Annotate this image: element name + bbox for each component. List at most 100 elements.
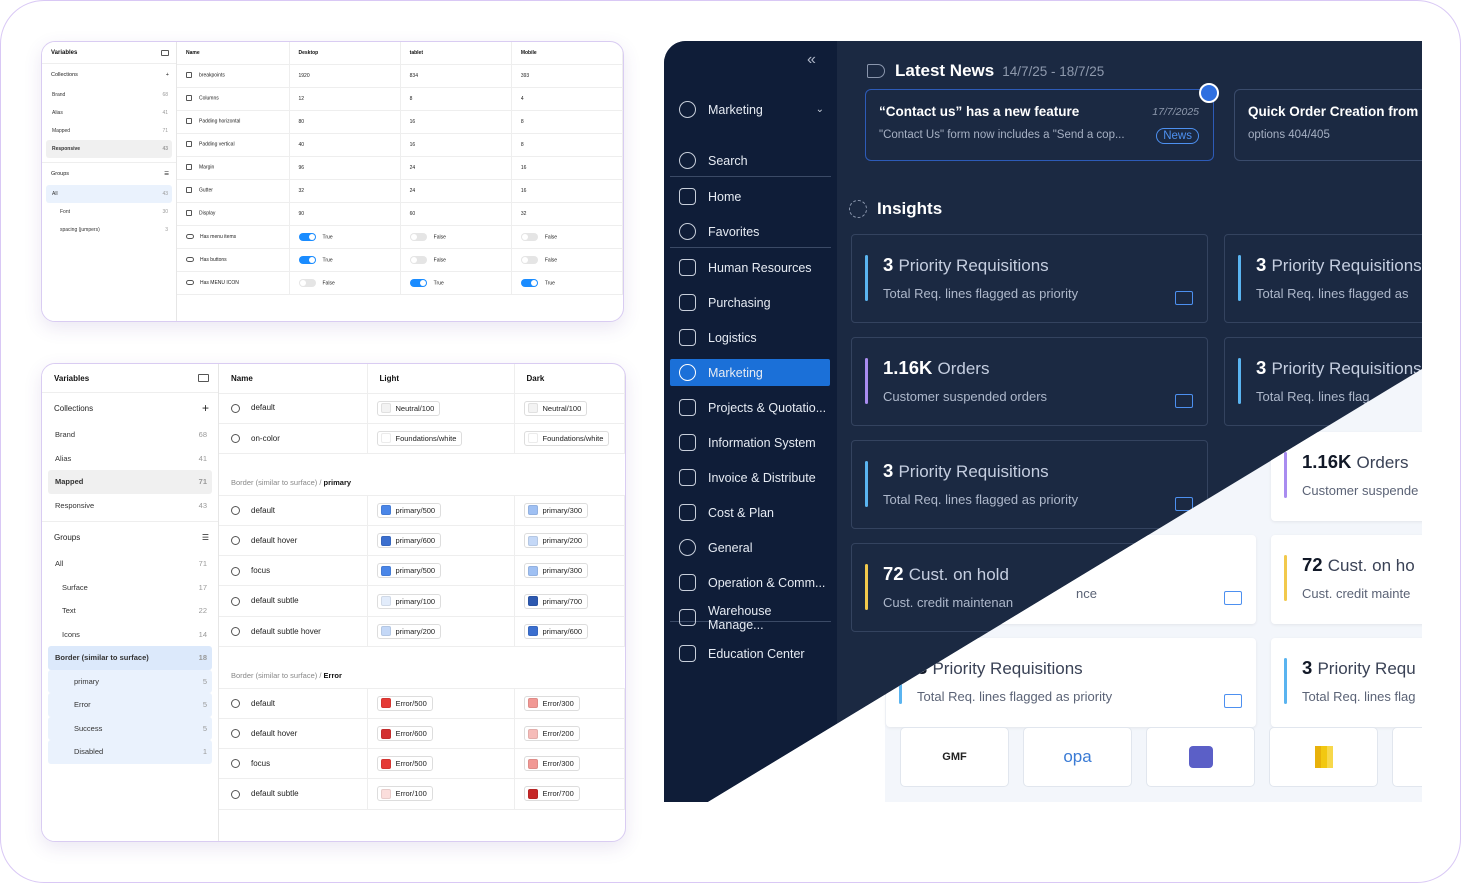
table-cell[interactable]: False	[511, 225, 623, 249]
table-row[interactable]: focus Error/500 Error/300	[219, 748, 625, 780]
table-cell[interactable]: 834	[400, 64, 512, 88]
table-cell[interactable]: Error/200	[514, 718, 625, 750]
table-row[interactable]: default subtle hover primary/200 primary/6…	[219, 616, 625, 647]
table-cell[interactable]: Foundations/white	[514, 423, 625, 454]
sidebar-item[interactable]: Brand 68	[48, 423, 212, 447]
table-row[interactable]: Gutter 32 24 16	[177, 179, 623, 203]
table-cell[interactable]: 8	[511, 110, 623, 134]
table-cell[interactable]: 60	[400, 202, 512, 226]
teams-logo[interactable]	[1146, 727, 1255, 787]
table-row[interactable]: Padding vertical 40 16 8	[177, 133, 623, 157]
nav-item-bag[interactable]: Purchasing	[670, 289, 830, 316]
sidebar-item[interactable]: All 43	[46, 185, 172, 203]
news-card[interactable]: Quick Order Creation from P options 404/…	[1234, 89, 1422, 161]
insight-card[interactable]: 3 Priority Requisitions Total Req. lines …	[851, 440, 1208, 529]
table-row[interactable]: default subtle primary/100 primary/700	[219, 585, 625, 617]
table-row[interactable]: Columns 12 8 4	[177, 87, 623, 111]
table-cell[interactable]: primary/700	[514, 585, 625, 617]
sidebar-item[interactable]: Responsive 43	[46, 140, 172, 158]
color-chip[interactable]: Error/700	[523, 786, 580, 802]
table-cell[interactable]: primary/500	[367, 555, 515, 587]
nav-item-arrow[interactable]: Operation & Comm...	[670, 569, 830, 596]
color-chip[interactable]: primary/700	[523, 593, 589, 609]
app-logo[interactable]	[1392, 727, 1422, 787]
nav-item-search[interactable]: Search	[670, 147, 830, 174]
sidebar-item[interactable]: spacing (jumpers) 3	[46, 221, 172, 239]
table-cell[interactable]: 16	[400, 133, 512, 157]
table-row[interactable]: Padding horizontal 80 16 8	[177, 110, 623, 134]
table-cell[interactable]: primary/300	[514, 495, 625, 527]
table-cell[interactable]: 8	[511, 133, 623, 157]
table-cell[interactable]: Neutral/100	[367, 393, 515, 424]
nav-item-box[interactable]: Invoice & Distribute	[670, 464, 830, 491]
groups-list-icon[interactable]: ☰	[164, 171, 169, 177]
table-cell[interactable]: primary/500	[367, 495, 515, 527]
color-chip[interactable]: primary/100	[376, 593, 442, 609]
table-cell[interactable]: True	[511, 271, 623, 295]
table-row[interactable]: Margin 96 24 16	[177, 156, 623, 180]
nav-item-calc[interactable]: Cost & Plan	[670, 499, 830, 526]
table-cell[interactable]: True	[289, 225, 401, 249]
nav-item-heart[interactable]: Favorites	[670, 218, 830, 245]
table-cell[interactable]: 16	[511, 179, 623, 203]
table-row[interactable]: default Neutral/100 Neutral/100	[219, 393, 625, 424]
nav-item-edu[interactable]: Education Center	[670, 640, 830, 667]
table-cell[interactable]: 24	[400, 179, 512, 203]
sidebar-item[interactable]: Surface 17	[48, 576, 212, 600]
table-cell[interactable]: True	[400, 271, 512, 295]
opa-logo[interactable]: opa	[1023, 727, 1132, 787]
color-chip[interactable]: Error/100	[376, 786, 433, 802]
table-cell[interactable]: Error/300	[514, 748, 625, 780]
table-cell[interactable]: primary/300	[514, 555, 625, 587]
table-cell[interactable]: 32	[511, 202, 623, 226]
sidebar-item[interactable]: Text 22	[48, 599, 212, 623]
nav-item-globe[interactable]: General	[670, 534, 830, 561]
nav-dropdown-marketing[interactable]: Marketing ⌄	[670, 96, 830, 123]
color-chip[interactable]: primary/300	[523, 563, 589, 579]
sidebar-item[interactable]: Responsive 43	[48, 494, 212, 518]
color-chip[interactable]: Neutral/100	[523, 400, 588, 416]
table-cell[interactable]: Error/700	[514, 778, 625, 810]
table-cell[interactable]: Error/500	[367, 748, 515, 780]
color-chip[interactable]: Error/500	[376, 756, 433, 772]
nav-item-info[interactable]: Information System	[670, 429, 830, 456]
table-cell[interactable]: 96	[289, 156, 401, 180]
sidebar-item[interactable]: All 71	[48, 552, 212, 576]
sidebar-item[interactable]: Mapped 71	[48, 470, 212, 494]
table-cell[interactable]: primary/600	[367, 525, 515, 557]
color-chip[interactable]: Error/300	[523, 695, 580, 711]
table-cell[interactable]: Error/300	[514, 688, 625, 720]
add-collection-icon[interactable]: +	[201, 401, 209, 415]
color-chip[interactable]: Error/200	[523, 726, 580, 742]
table-cell[interactable]: False	[511, 248, 623, 272]
table-cell[interactable]: primary/200	[514, 525, 625, 557]
color-chip[interactable]: primary/300	[523, 502, 589, 518]
table-cell[interactable]: 12	[289, 87, 401, 111]
add-collection-icon[interactable]: +	[165, 72, 169, 78]
gmf-logo[interactable]: GMF	[900, 727, 1009, 787]
table-cell[interactable]: 393	[511, 64, 623, 88]
table-cell[interactable]: 16	[511, 156, 623, 180]
nav-item-people[interactable]: Human Resources	[670, 254, 830, 281]
table-row[interactable]: default subtle Error/100 Error/700	[219, 778, 625, 810]
sidebar-item[interactable]: primary 5	[48, 669, 212, 693]
color-chip[interactable]: Foundations/white	[376, 430, 463, 446]
sidebar-item[interactable]: Success 5	[48, 716, 212, 740]
table-row[interactable]: Display 90 60 32	[177, 202, 623, 226]
insight-card[interactable]: 1.16K Orders Customer suspended orders	[851, 337, 1208, 426]
color-chip[interactable]: primary/200	[523, 533, 589, 549]
powerbi-logo[interactable]	[1269, 727, 1378, 787]
toggle-switch[interactable]	[520, 255, 538, 264]
table-cell[interactable]: Error/600	[367, 718, 515, 750]
table-cell[interactable]: False	[289, 271, 401, 295]
color-chip[interactable]: primary/200	[376, 623, 442, 639]
table-cell[interactable]: Error/100	[367, 778, 515, 810]
sidebar-item[interactable]: Icons 14	[48, 623, 212, 647]
insight-card[interactable]: 3 Priority Requisitions Total Req. lines …	[851, 234, 1208, 323]
table-cell[interactable]: False	[400, 248, 512, 272]
table-row[interactable]: Has menu items True False False	[177, 225, 623, 249]
toggle-switch[interactable]	[409, 232, 427, 241]
table-cell[interactable]: 1920	[289, 64, 401, 88]
toggle-switch[interactable]	[520, 232, 538, 241]
table-row[interactable]: Has MENU ICON False True True	[177, 271, 623, 295]
